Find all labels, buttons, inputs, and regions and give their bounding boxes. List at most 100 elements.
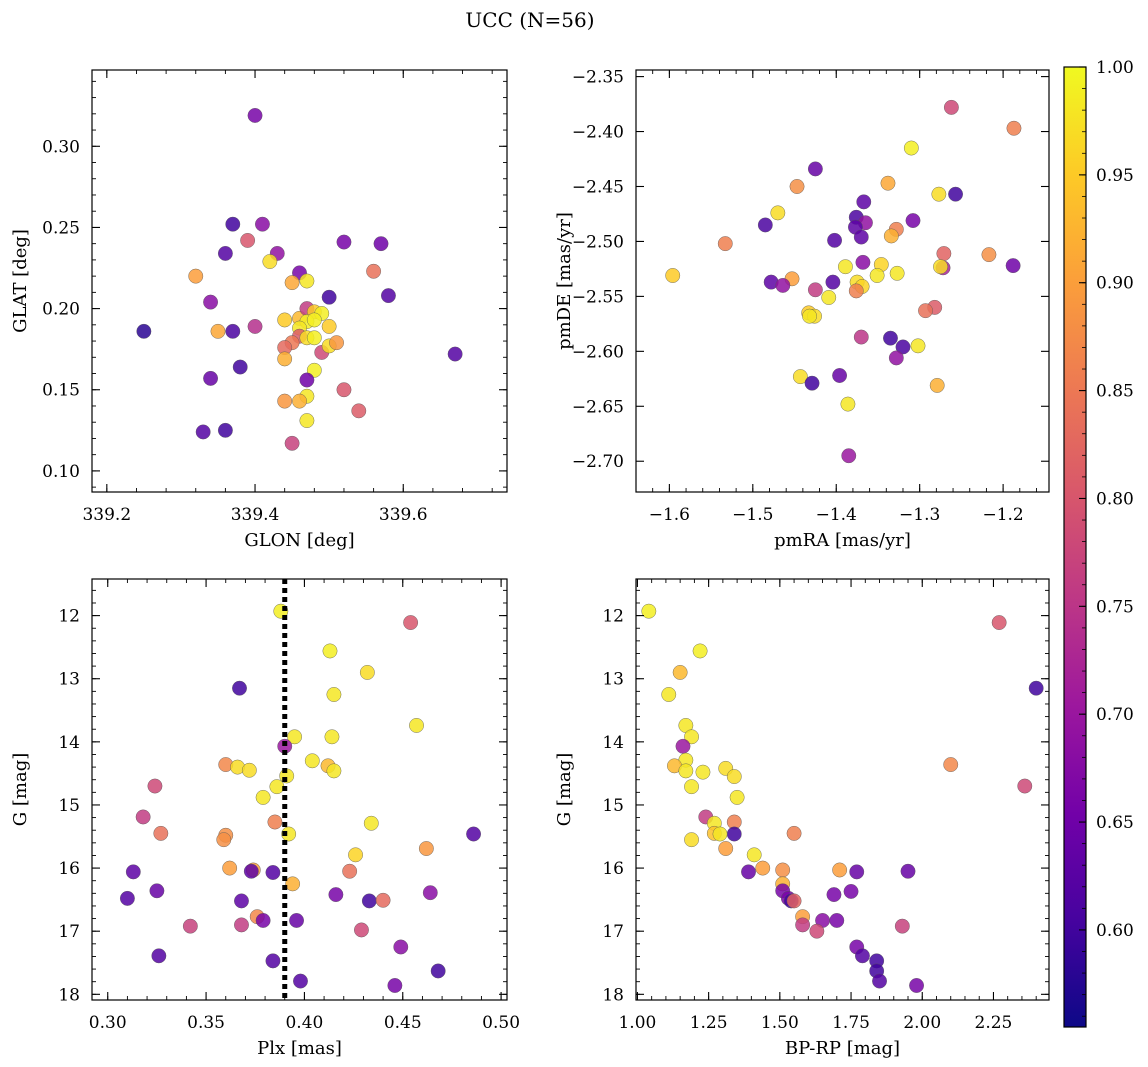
data-point <box>255 216 270 232</box>
y-tick-label: 0.25 <box>42 218 80 238</box>
colorbar-tick-label: 0.75 <box>1096 597 1134 617</box>
data-point <box>393 939 409 955</box>
data-point <box>120 890 135 906</box>
points <box>665 99 1022 464</box>
data-point <box>287 729 302 745</box>
x-axis-label: pmRA [mas/yr] <box>774 530 911 551</box>
data-point <box>328 887 344 902</box>
colorbar-tick-label: 0.80 <box>1096 489 1134 509</box>
data-point <box>684 729 699 745</box>
data-point <box>234 917 249 933</box>
data-point <box>255 789 271 805</box>
data-point <box>804 375 820 391</box>
data-point <box>241 762 257 778</box>
x-tick-label: 0.30 <box>89 1013 127 1033</box>
data-point <box>825 274 841 290</box>
x-tick-label: 0.40 <box>285 1013 323 1033</box>
data-point <box>809 923 825 939</box>
x-tick-label: −1.4 <box>816 505 857 525</box>
x-tick-label: −1.5 <box>732 505 773 525</box>
data-point <box>641 603 657 619</box>
data-point <box>247 319 263 334</box>
y-tick-label: 12 <box>58 607 80 627</box>
x-axis-label: GLON [deg] <box>244 530 354 551</box>
data-point <box>375 892 391 908</box>
data-point <box>894 918 910 934</box>
data-point <box>269 779 285 795</box>
data-point <box>234 893 249 909</box>
data-point <box>1005 258 1021 274</box>
data-point <box>329 335 344 351</box>
data-point <box>210 323 226 339</box>
data-point <box>195 424 211 440</box>
data-point <box>324 729 340 745</box>
data-point <box>285 876 301 892</box>
data-point <box>136 323 152 339</box>
data-point <box>222 860 238 876</box>
data-point <box>289 913 304 928</box>
y-tick-label: −2.70 <box>572 452 624 472</box>
data-point <box>326 763 342 779</box>
data-point <box>292 393 307 409</box>
data-point <box>981 247 997 263</box>
x-tick-label: 0.50 <box>482 1013 520 1033</box>
y-tick-label: 16 <box>58 859 80 879</box>
y-tick-label: 14 <box>58 733 80 753</box>
y-tick-label: 0.20 <box>42 300 80 320</box>
data-point <box>936 246 952 261</box>
data-point <box>991 615 1007 630</box>
y-tick-label: 0.15 <box>42 381 80 401</box>
colorbar-tick-label: 0.90 <box>1096 274 1134 294</box>
data-point <box>240 233 256 248</box>
y-tick-label: −2.65 <box>572 397 624 417</box>
data-point <box>910 338 926 354</box>
points <box>120 603 481 993</box>
points <box>641 603 1044 993</box>
data-point <box>149 883 165 899</box>
data-point <box>672 665 688 680</box>
data-point <box>838 259 853 275</box>
y-tick-label: −2.45 <box>572 177 624 197</box>
data-point <box>827 232 842 248</box>
data-point <box>883 228 899 244</box>
data-point <box>755 860 771 876</box>
data-point <box>216 832 232 848</box>
y-tick-label: −2.60 <box>572 342 624 362</box>
y-tick-label: 17 <box>58 922 80 942</box>
data-point <box>712 826 728 842</box>
colorbar: 0.60 0.65 0.70 0.75 0.80 0.85 0.90 0.95 1.00 <box>1063 58 1134 1028</box>
data-point <box>883 330 898 346</box>
data-point <box>188 268 204 284</box>
y-tick-label: 13 <box>58 670 80 690</box>
data-point <box>225 216 241 232</box>
data-point <box>1006 120 1022 136</box>
data-point <box>359 665 375 680</box>
data-point <box>203 370 218 386</box>
data-point <box>746 847 762 863</box>
data-point <box>856 194 872 210</box>
y-tick-label: −2.35 <box>572 68 624 88</box>
data-point <box>342 863 358 879</box>
data-point <box>232 359 248 375</box>
axes-frame <box>635 69 1050 493</box>
data-point <box>684 832 699 848</box>
data-point <box>900 863 916 879</box>
data-point <box>889 265 905 281</box>
data-point <box>284 435 300 451</box>
data-point <box>363 815 379 831</box>
data-point <box>125 864 141 880</box>
data-point <box>403 615 419 630</box>
data-point <box>695 764 711 780</box>
x-tick-label: 339.4 <box>231 505 280 525</box>
data-point <box>217 246 233 261</box>
data-point <box>729 789 745 805</box>
data-point <box>306 330 322 346</box>
y-tick-label: 14 <box>602 733 624 753</box>
axes-frame <box>635 578 1050 1001</box>
data-point <box>265 865 281 880</box>
data-point <box>807 282 823 298</box>
data-point <box>277 351 293 367</box>
data-point <box>422 885 438 901</box>
data-point <box>905 213 921 228</box>
